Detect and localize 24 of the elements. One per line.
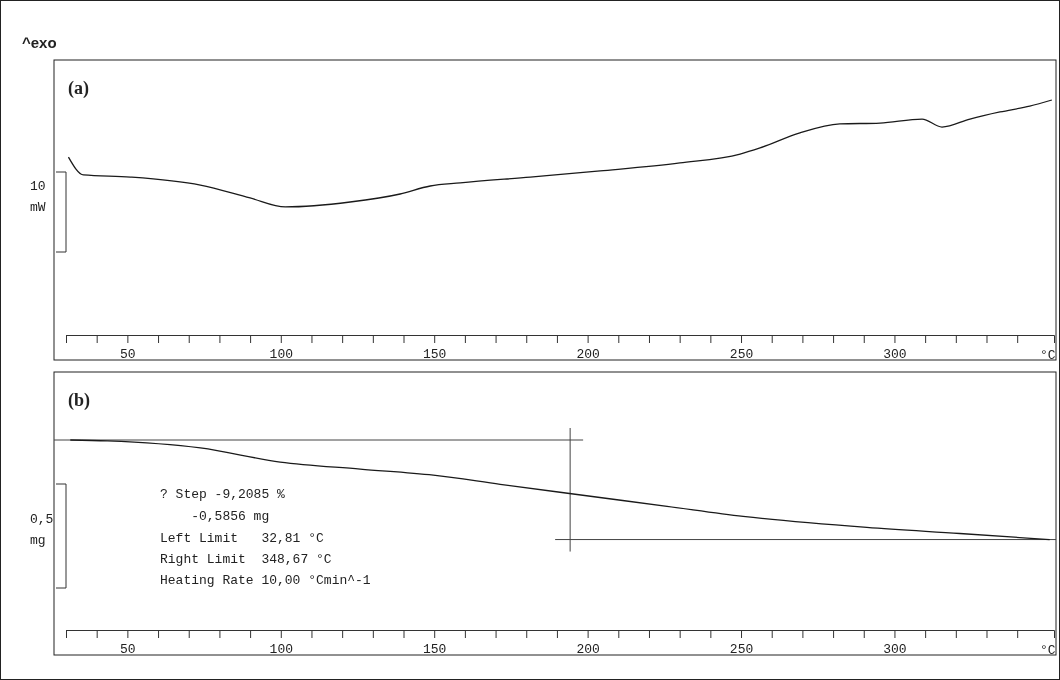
annotation: ? Step -9,2085 % [160,487,286,502]
x-axis-title: °C [1040,643,1056,658]
text: ^exo [22,34,57,51]
x-tick-label: 100 [269,346,293,362]
chart-title: (b) [68,390,90,411]
x-tick-label: 50 [120,346,136,362]
text: 10 mW [30,179,46,215]
x-tick-label: 250 [729,346,754,362]
x-tick-label: 300 [883,641,907,657]
x-tick-label: 150 [423,346,447,362]
x-tick-label: 250 [729,641,754,657]
text: 0,5 mg [30,512,54,548]
annotation: -0,5856 mg [160,509,270,524]
annotation: Right Limit 348,67 °C [160,552,332,567]
x-tick-label: 200 [576,346,600,362]
x-tick-label: 50 [120,641,136,657]
x-axis-title: °C [1040,348,1056,363]
annotation: Heating Rate 10,00 °Cmin^-1 [160,573,371,588]
annotation: Left Limit 32,81 °C [160,531,325,546]
x-tick-label: 100 [269,641,293,657]
x-tick-label: 150 [423,641,447,657]
x-tick-label: 300 [883,346,907,362]
x-tick-label: 200 [576,641,600,657]
chart-title: (a) [68,78,89,99]
